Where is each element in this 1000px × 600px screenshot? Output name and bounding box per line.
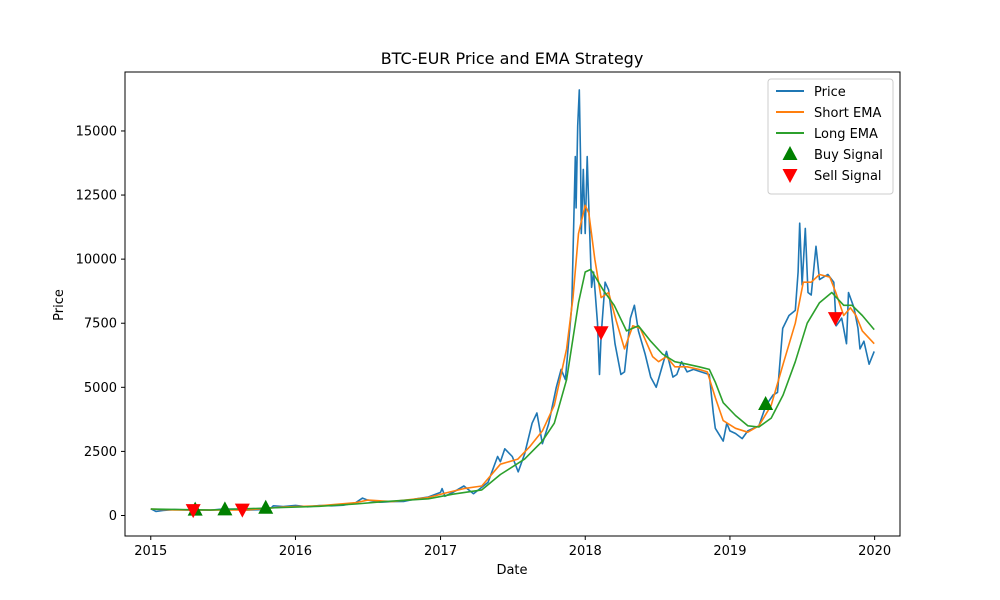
sell-signal-marker: [234, 503, 250, 518]
y-tick-label: 5000: [84, 381, 117, 396]
legend-box: [767, 78, 894, 195]
short-ema-line: [150, 204, 875, 511]
x-axis-ticks: 2015 2016 2017 2018 2019 2020: [134, 536, 891, 559]
long-ema-line: [150, 268, 875, 511]
legend-label-sell-signal: Sell Signal: [814, 169, 882, 184]
y-tick-label: 7500: [84, 317, 117, 332]
x-tick-label: 2017: [424, 544, 457, 559]
x-axis-label: Date: [496, 563, 527, 578]
x-tick-label: 2020: [858, 544, 891, 559]
x-tick-label: 2016: [279, 544, 312, 559]
plot-area: [150, 89, 875, 519]
buy-signal-marker: [258, 499, 274, 514]
sell-signal-marker: [827, 312, 843, 327]
sell-signal-marker: [185, 504, 201, 519]
y-tick-label: 10000: [76, 253, 117, 268]
y-axis-ticks: 0 2500 5000 7500 10000 12500 15000: [76, 124, 125, 524]
legend-label-short-ema: Short EMA: [814, 106, 881, 121]
x-tick-label: 2018: [569, 544, 602, 559]
y-axis-label: Price: [52, 289, 67, 321]
y-tick-label: 12500: [76, 189, 117, 204]
legend-swatch-sell-signal: [782, 169, 798, 183]
x-tick-label: 2019: [713, 544, 746, 559]
y-tick-label: 15000: [76, 124, 117, 139]
sell-signal-marker: [593, 326, 609, 341]
legend: Price Short EMA Long EMA Buy Signal Sell Sig…: [767, 78, 894, 195]
y-tick-label: 2500: [84, 445, 117, 460]
legend-label-long-ema: Long EMA: [814, 127, 878, 142]
buy-signal-marker: [758, 395, 774, 410]
buy-signal-marker: [217, 501, 233, 516]
chart-title: BTC-EUR Price and EMA Strategy: [381, 49, 644, 68]
legend-label-buy-signal: Buy Signal: [814, 148, 883, 163]
x-tick-label: 2015: [134, 544, 167, 559]
legend-label-price: Price: [814, 85, 846, 100]
price-line: [150, 89, 875, 513]
axes-frame: [124, 71, 901, 537]
legend-swatch-buy-signal: [782, 146, 798, 160]
y-tick-label: 0: [109, 509, 117, 524]
